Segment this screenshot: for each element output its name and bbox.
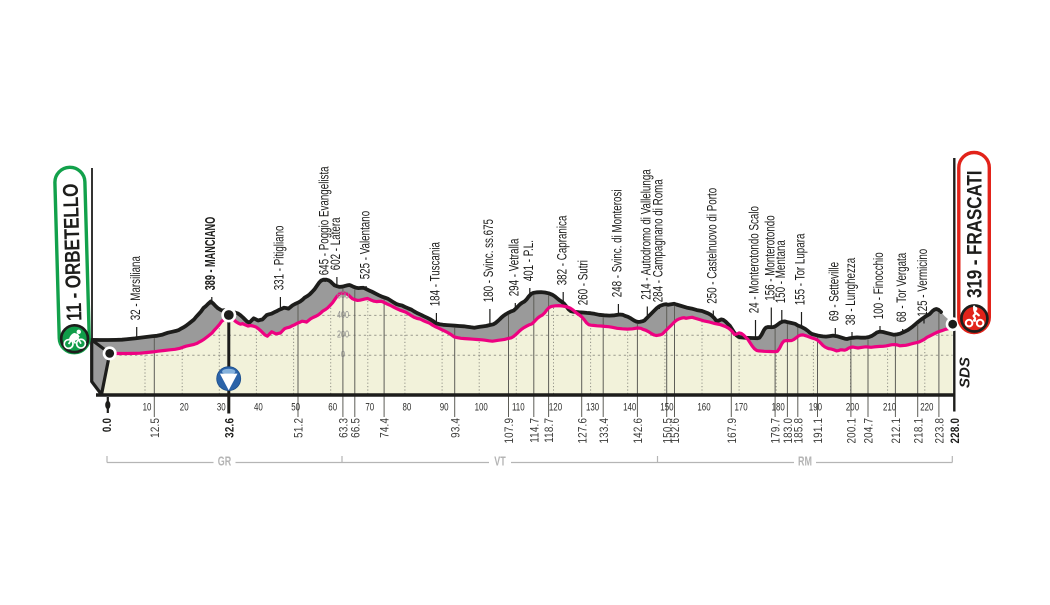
svg-text:100 - Finocchio: 100 - Finocchio <box>870 252 886 319</box>
svg-text:184 - Tuscania: 184 - Tuscania <box>427 242 443 306</box>
svg-text:32.6: 32.6 <box>224 418 237 438</box>
svg-text:RM: RM <box>798 455 812 469</box>
svg-text:140: 140 <box>623 401 636 414</box>
svg-text:80: 80 <box>402 401 411 414</box>
svg-text:220: 220 <box>920 401 933 414</box>
svg-text:248 - Svinc. di Monterosi: 248 - Svinc. di Monterosi <box>609 190 625 298</box>
svg-text:100: 100 <box>475 401 488 414</box>
svg-text:110: 110 <box>512 401 525 414</box>
svg-text:183.0: 183.0 <box>782 418 795 444</box>
svg-text:32 - Marsiliana: 32 - Marsiliana <box>127 256 143 320</box>
svg-text:40: 40 <box>254 401 263 414</box>
svg-text:331 - Pitigliano: 331 - Pitigliano <box>271 225 287 290</box>
svg-text:250 - Castelnuovo di Porto: 250 - Castelnuovo di Porto <box>704 188 720 304</box>
svg-text:185.8: 185.8 <box>793 418 806 444</box>
svg-text:69 - Setteville: 69 - Setteville <box>826 262 842 322</box>
svg-text:525 - Valentano: 525 - Valentano <box>357 211 373 280</box>
svg-text:127.6: 127.6 <box>577 418 590 444</box>
svg-text:24 - Monterotondo Scalo: 24 - Monterotondo Scalo <box>746 206 762 313</box>
svg-text:20: 20 <box>180 401 189 414</box>
svg-text:66.5: 66.5 <box>350 418 363 438</box>
svg-text:645 - Poggio Evangelista: 645 - Poggio Evangelista <box>316 166 332 275</box>
svg-text:38 - Lunghezza: 38 - Lunghezza <box>842 258 858 326</box>
svg-text:107.9: 107.9 <box>503 418 516 444</box>
svg-text:VT: VT <box>494 455 506 469</box>
svg-text:150 - Mentana: 150 - Mentana <box>772 240 788 303</box>
svg-text:228.0: 228.0 <box>949 418 962 444</box>
svg-text:60: 60 <box>328 401 337 414</box>
svg-text:SDS: SDS <box>957 357 974 388</box>
svg-text:200: 200 <box>846 401 859 414</box>
svg-text:12.5: 12.5 <box>149 418 162 438</box>
svg-text:10: 10 <box>143 401 152 414</box>
svg-text:125 - Vermicino: 125 - Vermicino <box>914 249 930 317</box>
svg-text:602 - Latera: 602 - Latera <box>327 217 343 270</box>
svg-text:133.4: 133.4 <box>598 418 611 444</box>
svg-text:152.6: 152.6 <box>669 418 682 444</box>
svg-text:210: 210 <box>883 401 896 414</box>
svg-text:180: 180 <box>772 401 785 414</box>
svg-text:11 - ORBETELLO: 11 - ORBETELLO <box>59 183 87 321</box>
svg-text:218.1: 218.1 <box>913 418 926 444</box>
svg-text:GR: GR <box>218 455 231 469</box>
svg-text:400: 400 <box>337 309 349 320</box>
svg-text:150.5: 150.5 <box>662 418 675 444</box>
svg-text:51.2: 51.2 <box>293 418 306 438</box>
svg-text:180 - Svinc. ss.675: 180 - Svinc. ss.675 <box>480 219 496 303</box>
svg-text:63.3: 63.3 <box>338 418 351 438</box>
svg-text:74.4: 74.4 <box>379 418 392 438</box>
svg-text:142.6: 142.6 <box>632 418 645 444</box>
svg-text:284 - Campagnano di Roma: 284 - Campagnano di Roma <box>650 179 666 302</box>
svg-text:179.7: 179.7 <box>770 418 783 444</box>
svg-text:389 - MANCIANO: 389 - MANCIANO <box>202 217 219 291</box>
svg-text:93.4: 93.4 <box>450 418 463 438</box>
svg-text:0.0: 0.0 <box>101 418 114 432</box>
svg-text:200.1: 200.1 <box>846 418 859 444</box>
svg-text:382 - Capranica: 382 - Capranica <box>554 215 570 285</box>
svg-text:212.1: 212.1 <box>890 418 903 444</box>
svg-text:90: 90 <box>440 401 449 414</box>
svg-text:120: 120 <box>549 401 562 414</box>
svg-text:156 - Monterotondo: 156 - Monterotondo <box>762 215 778 301</box>
svg-text:204.7: 204.7 <box>863 418 876 444</box>
svg-text:401 - P.L.: 401 - P.L. <box>520 240 536 281</box>
svg-text:30: 30 <box>217 401 226 414</box>
svg-text:160: 160 <box>697 401 710 414</box>
svg-text:200: 200 <box>337 328 349 339</box>
svg-text:118.7: 118.7 <box>544 418 557 443</box>
svg-text:114.7: 114.7 <box>529 418 542 443</box>
svg-text:170: 170 <box>734 401 747 414</box>
svg-text:70: 70 <box>365 401 374 414</box>
svg-text:155 - Tor Lupara: 155 - Tor Lupara <box>792 233 808 305</box>
svg-text:130: 130 <box>586 401 599 414</box>
svg-text:150: 150 <box>660 401 673 414</box>
svg-text:191.1: 191.1 <box>812 418 825 444</box>
svg-text:190: 190 <box>809 401 822 414</box>
svg-text:50: 50 <box>291 401 300 414</box>
svg-text:214 - Autodromo di Vallelunga: 214 - Autodromo di Vallelunga <box>638 169 654 300</box>
svg-text:319 - FRASCATI: 319 - FRASCATI <box>963 171 987 298</box>
svg-text:68 - Tor Vergata: 68 - Tor Vergata <box>893 253 909 323</box>
svg-text:0: 0 <box>341 348 345 359</box>
svg-text:294 - Vetralla: 294 - Vetralla <box>506 238 522 296</box>
svg-text:600: 600 <box>337 289 349 300</box>
svg-text:167.9: 167.9 <box>726 418 739 444</box>
svg-text:223.8: 223.8 <box>934 418 947 444</box>
svg-text:260 - Sutri: 260 - Sutri <box>575 260 591 305</box>
